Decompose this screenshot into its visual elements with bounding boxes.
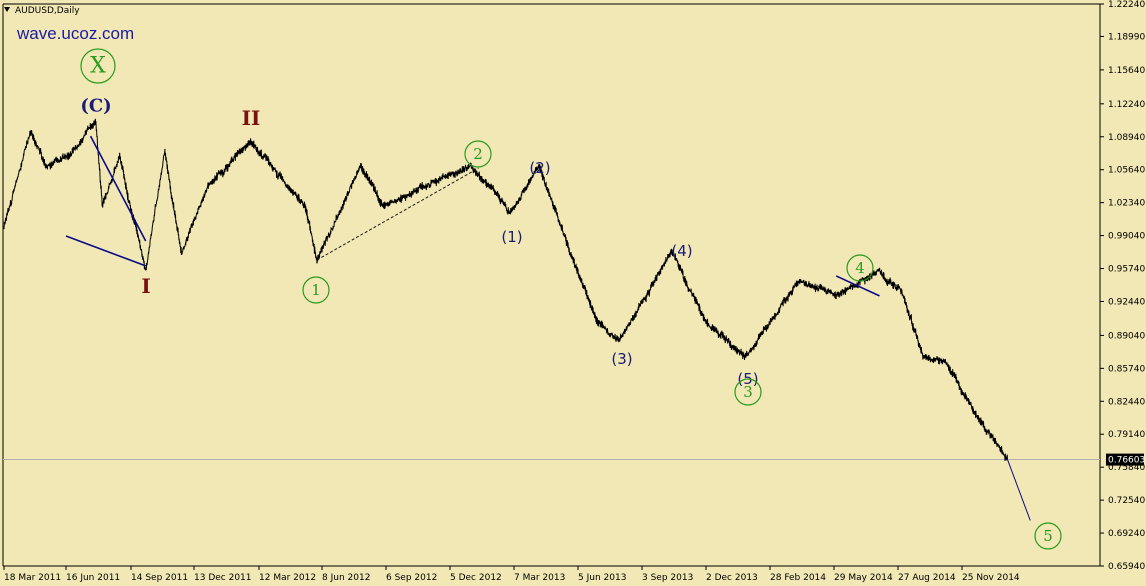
dropdown-triangle-icon[interactable] [4, 7, 10, 12]
y-tick-label-8: 0.95740 [1108, 265, 1145, 275]
trendline-1 [316, 167, 479, 261]
wave-circle-2 [464, 140, 492, 168]
x-tick-label-4: 12 Mar 2012 [259, 573, 316, 583]
axes-frame [2, 3, 1101, 567]
x-tick-label-13: 29 May 2014 [834, 573, 893, 583]
y-tick-label-15: 0.72540 [1108, 496, 1145, 506]
y-tick-label-1: 1.18990 [1108, 32, 1145, 42]
trendline-layer [65, 135, 1031, 521]
y-tick-label-14: 0.75840 [1108, 463, 1145, 473]
projection-line [1007, 459, 1031, 521]
y-tick-label-10: 0.89040 [1108, 331, 1145, 341]
x-tick-label-2: 14 Sep 2011 [131, 573, 188, 583]
wave-label-4: (4) [671, 242, 692, 260]
trendline-2 [65, 235, 146, 267]
wave-label-ii: II [242, 106, 261, 130]
x-tick-label-3: 13 Dec 2011 [194, 573, 252, 583]
y-tick-label-4: 1.08940 [1108, 133, 1145, 143]
y-tick-label-0: 1.22240 [1108, 0, 1145, 10]
x-tick-label-7: 5 Dec 2012 [450, 573, 502, 583]
y-tick-label-5: 1.05640 [1108, 166, 1145, 176]
y-tick-label-13: 0.79140 [1108, 430, 1145, 440]
y-tick-label-3: 1.12240 [1108, 100, 1145, 110]
chart-title: AUDUSD,Daily [15, 6, 80, 16]
x-tick-label-11: 2 Dec 2013 [706, 573, 758, 583]
wave-label-3: 3 [743, 383, 753, 401]
y-tick-label-11: 0.85740 [1108, 364, 1145, 374]
x-tick-label-5: 8 Jun 2012 [322, 573, 370, 583]
x-tick-label-1: 16 Jun 2011 [66, 573, 120, 583]
wave-circle-4 [846, 254, 874, 282]
trendline-3 [89, 135, 147, 242]
price-layer [3, 118, 1008, 461]
watermark-text: wave.ucoz.com [16, 24, 134, 43]
x-tick-label-12: 28 Feb 2014 [770, 573, 826, 583]
wave-label-1: 1 [311, 281, 321, 299]
current-price-box [1106, 453, 1144, 466]
wave-circle-x [80, 48, 116, 84]
trendline-4 [835, 275, 880, 297]
wave-label-c: (C) [80, 96, 111, 117]
x-tick-label-6: 6 Sep 2012 [386, 573, 437, 583]
y-tick-label-12: 0.82440 [1108, 397, 1145, 407]
wave-circle-5 [1034, 522, 1062, 550]
wave-label-2: 2 [473, 145, 483, 163]
x-tick-label-10: 3 Sep 2013 [642, 573, 693, 583]
y-tick-label-7: 0.99040 [1108, 232, 1145, 242]
wave-label-2: (2) [529, 159, 550, 177]
x-tick-label-14: 27 Aug 2014 [898, 573, 956, 583]
wave-label-1: (1) [501, 228, 522, 246]
current-price-label: 0.76603 [1108, 456, 1145, 466]
y-tick-label-9: 0.92440 [1108, 297, 1145, 307]
y-tick-label-2: 1.15640 [1108, 66, 1145, 76]
current-price-marker: 0.76603 [1106, 453, 1145, 466]
x-axis: 18 Mar 2011 16 Jun 2011 14 Sep 2011 13 Dec … [3, 566, 1020, 583]
wave-label-5: 5 [1043, 527, 1053, 545]
wave-label-x: X [90, 54, 106, 79]
x-tick-label-9: 5 Jun 2013 [578, 573, 626, 583]
y-tick-label-16: 0.69240 [1108, 529, 1145, 539]
y-tick-label-6: 1.02340 [1108, 199, 1145, 209]
wave-circle-3 [734, 378, 762, 406]
title-group: AUDUSD,Daily [4, 6, 80, 16]
price-series-line [3, 118, 1008, 461]
x-tick-label-15: 25 Nov 2014 [962, 573, 1020, 583]
x-tick-label-0: 18 Mar 2011 [4, 573, 61, 583]
wave-label-4: 4 [855, 259, 865, 277]
y-tick-label-17: 0.65940 [1108, 562, 1145, 572]
y-axis: 1.22240 1.18990 1.15640 1.12240 1.08940 1.056… [1100, 0, 1145, 572]
wave-label-i: I [141, 274, 150, 298]
wave-circle-1 [302, 276, 330, 304]
wave-label-3: (3) [611, 350, 632, 368]
x-tick-label-8: 7 Mar 2013 [514, 573, 565, 583]
